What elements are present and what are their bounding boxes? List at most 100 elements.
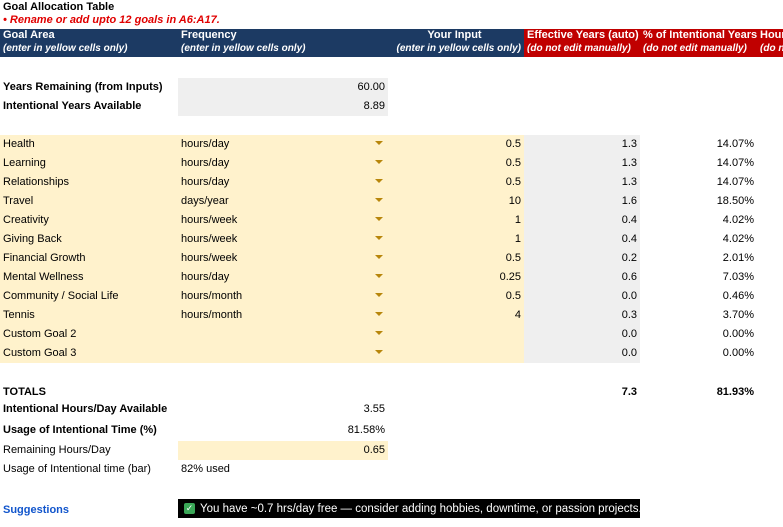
goal-effective-years: 0.6: [621, 271, 637, 283]
dropdown-arrow[interactable]: [375, 198, 383, 202]
goal-frequency: hours/day: [181, 157, 230, 169]
goal-input: 0.5: [505, 290, 521, 302]
goal-frequency: hours/week: [181, 252, 238, 264]
metric-value: 0.65: [363, 444, 385, 456]
column-header: Hour (do n: [757, 29, 783, 57]
goal-percent: 3.70%: [722, 309, 754, 321]
goal-input: 4: [514, 309, 521, 321]
goal-frequency: hours/month: [181, 309, 243, 321]
metric-label: Usage of Intentional Time (%): [3, 424, 157, 436]
header-name: % of Intentional Years: [643, 29, 758, 41]
goal-input: 1: [514, 233, 521, 245]
goal-effective-years: 0.4: [621, 233, 637, 245]
suggestions-label: Suggestions: [3, 504, 70, 516]
goal-percent: 4.02%: [722, 214, 754, 226]
goal-input: 0.5: [505, 138, 521, 150]
goal-input: 0.5: [505, 157, 521, 169]
metric-label: Remaining Hours/Day: [3, 444, 111, 456]
metric-value: 81.58%: [347, 424, 385, 436]
header-name: Effective Years (auto): [527, 29, 639, 41]
goal-percent: 18.50%: [716, 195, 754, 207]
goal-effective-years: 0.0: [621, 347, 637, 359]
column-header: Your Input (enter in yellow cells only): [388, 29, 524, 57]
goal-percent: 0.00%: [722, 347, 754, 359]
dropdown-arrow[interactable]: [375, 312, 383, 316]
metric-value: 3.55: [363, 403, 385, 415]
dropdown-arrow[interactable]: [375, 293, 383, 297]
sheet-note: • Rename or add upto 12 goals in A6:A17.: [3, 14, 220, 26]
goal-input: 0.25: [499, 271, 521, 283]
goal-frequency: hours/day: [181, 271, 230, 283]
goal-input: 0.5: [505, 252, 521, 264]
goal-frequency: hours/week: [181, 214, 238, 226]
goal-name: Community / Social Life: [3, 290, 119, 302]
goal-name: Custom Goal 3: [3, 347, 77, 359]
goal-input: 1: [514, 214, 521, 226]
goal-effective-years: 0.3: [621, 309, 637, 321]
totals-label: TOTALS: [3, 386, 46, 398]
goal-effective-years: 1.3: [621, 176, 637, 188]
header-name: Your Input: [427, 29, 482, 41]
goal-percent: 0.46%: [722, 290, 754, 302]
summary-label: Intentional Years Available: [3, 100, 142, 112]
goal-effective-years: 1.3: [621, 157, 637, 169]
header-band: [0, 29, 524, 57]
header-name: Hour: [760, 29, 783, 41]
column-header: Goal Area (enter in yellow cells only): [0, 29, 178, 57]
totals-percent: 81.93%: [716, 386, 754, 398]
dropdown-arrow[interactable]: [375, 236, 383, 240]
dropdown-arrow[interactable]: [375, 255, 383, 259]
goal-effective-years: 0.2: [621, 252, 637, 264]
goal-percent: 4.02%: [722, 233, 754, 245]
goal-input: 0.5: [505, 176, 521, 188]
goal-name: Health: [3, 138, 35, 150]
goal-frequency: hours/day: [181, 138, 230, 150]
goal-frequency: hours/day: [181, 176, 230, 188]
goal-name: Financial Growth: [3, 252, 86, 264]
dropdown-arrow[interactable]: [375, 160, 383, 164]
suggestion-box: ✓: [178, 499, 640, 518]
column-header: % of Intentional Years (do not edit manua…: [640, 29, 757, 57]
goal-frequency: hours/month: [181, 290, 243, 302]
summary-value: 8.89: [363, 100, 385, 112]
metric-label: Usage of Intentional time (bar): [3, 463, 151, 475]
goal-effective-years: 0.0: [621, 328, 637, 340]
header-sub: (enter in yellow cells only): [3, 43, 128, 54]
goal-name: Learning: [3, 157, 46, 169]
header-sub: (do n: [760, 43, 783, 54]
goal-frequency: hours/week: [181, 233, 238, 245]
dropdown-arrow[interactable]: [375, 141, 383, 145]
summary-value: 60.00: [357, 81, 385, 93]
goal-name: Giving Back: [3, 233, 62, 245]
header-sub: (enter in yellow cells only): [181, 43, 306, 54]
goal-name: Travel: [3, 195, 34, 207]
goal-name: Tennis: [3, 309, 35, 321]
goal-name: Mental Wellness: [3, 271, 84, 283]
metric-label: Intentional Hours/Day Available: [3, 403, 168, 415]
sheet-title: Goal Allocation Table: [3, 1, 115, 13]
goal-percent: 14.07%: [716, 176, 754, 188]
goal-percent: 0.00%: [722, 328, 754, 340]
goal-percent: 2.01%: [722, 252, 754, 264]
summary-label: Years Remaining (from Inputs): [3, 81, 163, 93]
goal-frequency: days/year: [181, 195, 229, 207]
goal-effective-years: 1.6: [621, 195, 637, 207]
metric-value: 82% used: [181, 463, 230, 475]
header-name: Goal Area: [3, 29, 55, 41]
suggestion-message: You have ~0.7 hrs/day free — consider ad…: [200, 503, 642, 515]
dropdown-arrow[interactable]: [375, 274, 383, 278]
header-band-auto: [524, 29, 783, 57]
input-bg: [0, 135, 524, 363]
dropdown-arrow[interactable]: [375, 331, 383, 335]
dropdown-arrow[interactable]: [375, 217, 383, 221]
goal-percent: 14.07%: [716, 157, 754, 169]
goal-name: Custom Goal 2: [3, 328, 77, 340]
dropdown-arrow[interactable]: [375, 179, 383, 183]
goal-percent: 14.07%: [716, 138, 754, 150]
summary-bg: [178, 78, 388, 116]
column-header: Frequency (enter in yellow cells only): [178, 29, 388, 57]
header-sub: (enter in yellow cells only): [396, 43, 521, 54]
auto-bg: [524, 135, 640, 363]
dropdown-arrow[interactable]: [375, 350, 383, 354]
goal-effective-years: 0.4: [621, 214, 637, 226]
